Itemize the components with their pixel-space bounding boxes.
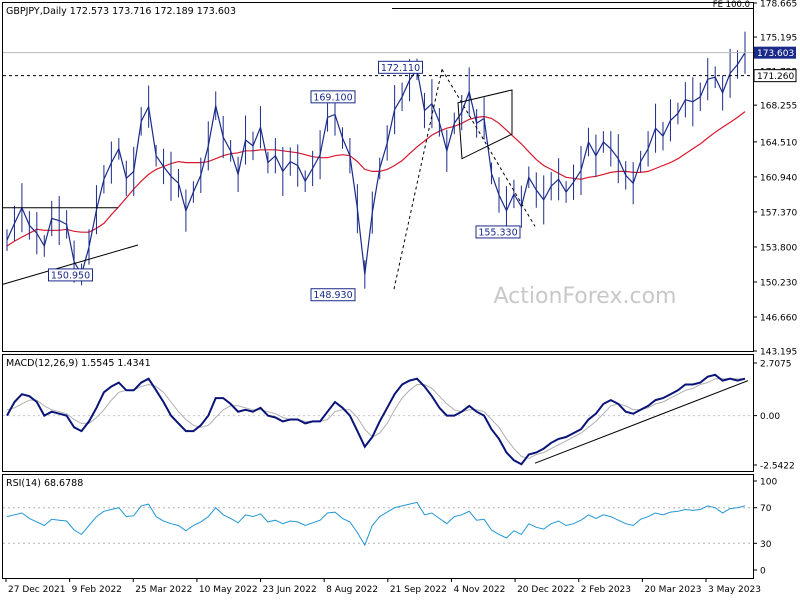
watermark: ActionForex.com	[494, 284, 677, 309]
x-tick-label: 2 Feb 2023	[581, 585, 631, 595]
annotation-label: 169.100	[313, 92, 352, 103]
x-tick-label: 3 May 2023	[708, 585, 761, 595]
price-tick-label: 157.370	[760, 208, 797, 218]
x-tick-label: 20 Dec 2022	[517, 585, 575, 595]
price-annotation: 155.330	[475, 225, 521, 239]
reference-price-tag-label: 171.260	[757, 72, 794, 82]
rsi-tick-label: 70	[760, 504, 772, 514]
rsi-title: RSI(14) 68.6788	[6, 478, 83, 489]
fib-level-label: FE 100.0	[713, 0, 750, 10]
macd-tick-label: 0.00	[760, 412, 780, 422]
rsi-line	[6, 501, 746, 547]
main-title: GBPJPY,Daily 172.573 173.716 172.189 173…	[6, 6, 236, 17]
x-tick-label: 8 Aug 2022	[326, 585, 378, 595]
macd-tick-label: -2.5422	[760, 462, 795, 472]
price-tick-label: 178.665	[760, 0, 797, 10]
price-tick-label: 175.195	[760, 34, 797, 44]
macd-panel	[2, 354, 754, 472]
rsi-tick-label: 0	[760, 567, 766, 577]
axis-layer: 178.665175.195171.725168.255164.510160.9…	[5, 0, 797, 595]
price-annotation: 172.110	[378, 60, 423, 74]
annotation-box	[310, 288, 356, 302]
last-price-tag	[754, 46, 796, 59]
x-tick-label: 4 Nov 2022	[453, 585, 505, 595]
price-annotation: 148.930	[310, 288, 356, 302]
x-tick-label: 23 Jun 2022	[263, 585, 317, 595]
rsi-tick-label: 100	[760, 478, 777, 488]
x-tick-label: 9 Feb 2022	[72, 585, 122, 595]
reference-price-tag	[753, 69, 797, 83]
macd-title: MACD(12,26,9) 1.5545 1.4341	[6, 358, 151, 369]
price-annotation: 150.950	[48, 268, 93, 282]
annotation-box	[378, 60, 423, 74]
x-tick-label: 25 Mar 2022	[135, 585, 192, 595]
annotation-label: 148.930	[313, 290, 352, 301]
price-tick-label: 164.510	[760, 138, 797, 148]
macd-trendline	[534, 380, 749, 464]
moving-average-line	[6, 111, 746, 247]
price-tick-label: 160.940	[760, 173, 797, 183]
price-tick-label: 153.800	[760, 243, 797, 253]
macd-tick-label: 2.7075	[760, 360, 792, 370]
annotation-label: 155.330	[478, 227, 517, 238]
macd-line	[6, 373, 746, 466]
annotation-box	[48, 268, 93, 282]
annotation-box	[475, 225, 521, 239]
x-tick-label: 27 Dec 2021	[8, 585, 66, 595]
rsi-panel	[2, 474, 754, 579]
decline-projection-line	[441, 69, 536, 227]
x-tick-label: 10 May 2022	[199, 585, 258, 595]
price-line	[6, 52, 746, 276]
grid-layer	[3, 415, 753, 544]
price-tick-label: 143.195	[760, 348, 797, 358]
support-trendline	[2, 244, 139, 285]
price-tick-label: 150.230	[760, 278, 797, 288]
annotation-label: 150.950	[51, 270, 90, 281]
price-tick-label: 146.660	[760, 314, 797, 324]
series-layer	[6, 31, 746, 547]
x-tick-label: 20 Mar 2023	[644, 585, 701, 595]
rsi-tick-label: 30	[760, 540, 772, 550]
x-tick-label: 21 Sep 2022	[390, 585, 447, 595]
rally-projection-line	[393, 69, 443, 290]
last-price-tag-label: 173.603	[757, 49, 794, 59]
flag-channel	[457, 89, 513, 160]
annotation-box	[310, 90, 356, 104]
price-tick-label: 168.255	[760, 102, 797, 112]
annotation-layer: FE 161.8FE 100.0172.110169.100150.950148…	[2, 0, 753, 464]
annotation-label: 172.110	[381, 63, 420, 74]
price-annotation: 169.100	[310, 90, 356, 104]
